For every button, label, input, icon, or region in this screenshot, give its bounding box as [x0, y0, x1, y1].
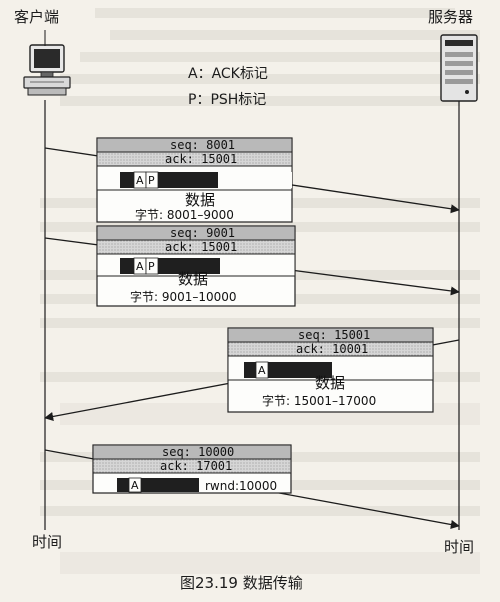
legend: A：ACK标记 P：PSH标记 [188, 66, 268, 108]
segment-1-bytes: 字节: 8001–9000 [135, 207, 234, 222]
segment-1: seq: 8001 ack: 15001 A P 数据 字节: 8001–900… [44, 137, 460, 223]
segment-2-data-label: 数据 [178, 270, 208, 288]
segment-1-ack: ack: 15001 [165, 152, 237, 166]
segment-2-flag-p: P [148, 260, 155, 273]
segment-3-data-label: 数据 [315, 374, 345, 392]
segment-3-box [227, 327, 434, 413]
segment-3-bytes: 字节: 15001–17000 [262, 393, 376, 408]
figure-caption: 图23.19 数据传输 [180, 574, 303, 592]
server-tower-icon [440, 34, 478, 102]
segment-2: seq: 9001 ack: 15001 A P 数据 字节: 9001–100… [44, 225, 460, 307]
segment-2-seq: seq: 9001 [170, 226, 235, 240]
segment-2-bytes: 字节: 9001–10000 [130, 289, 237, 304]
time-label-left: 时间 [32, 533, 62, 551]
time-label-right: 时间 [444, 538, 474, 556]
server-label: 服务器 [428, 8, 473, 26]
segment-4-ack: ack: 17001 [160, 459, 232, 473]
segment-4-box [92, 444, 292, 494]
segment-3-ack: ack: 10001 [296, 342, 368, 356]
segment-1-flag-a: A [136, 174, 144, 187]
segment-4-rwnd: rwnd:10000 [205, 479, 277, 493]
segment-2-box [96, 225, 296, 307]
segment-2-flag-a: A [136, 260, 144, 273]
segment-4-flag-a: A [131, 479, 139, 492]
segment-3: seq: 15001 ack: 10001 A 数据 字节: 15001–170… [44, 327, 460, 421]
segment-1-flag-p: P [148, 174, 155, 187]
segment-1-seq: seq: 8001 [170, 138, 235, 152]
segment-1-box [96, 137, 293, 223]
segment-1-data-label: 数据 [185, 191, 215, 209]
computer-icon [23, 44, 71, 96]
client-label: 客户端 [14, 8, 59, 26]
segment-4: seq: 10000 ack: 17001 A rwnd:10000 [44, 444, 460, 529]
legend-ack: A：ACK标记 [188, 66, 268, 82]
segment-3-seq: seq: 15001 [298, 328, 370, 342]
legend-psh: P：PSH标记 [188, 92, 266, 108]
segment-2-ack: ack: 15001 [165, 240, 237, 254]
segment-4-seq: seq: 10000 [162, 445, 234, 459]
segment-3-flag-a: A [258, 364, 266, 377]
